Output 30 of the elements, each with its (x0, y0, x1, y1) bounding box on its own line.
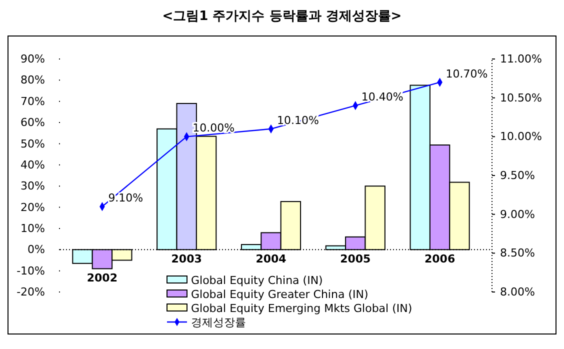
y-tick-label: 10% (20, 222, 45, 235)
legend-label: Global Equity China (IN) (191, 274, 323, 287)
y-tick-label: 60% (20, 116, 45, 130)
y-tick-label: 0% (28, 243, 45, 256)
legend-label: Global Equity Emerging Mkts Global (IN) (191, 302, 412, 315)
y-tick-label: 90% (20, 52, 45, 66)
x-tick-label: 2004 (256, 252, 287, 266)
y2-tick-label: 10.50% (500, 91, 542, 104)
x-tick-label: 2006 (424, 252, 456, 266)
x-tick-label: 2003 (171, 252, 202, 266)
legend-label: Global Equity Greater China (IN) (191, 288, 368, 301)
y-tick-label: 70% (20, 94, 45, 108)
data-label: 10.70% (446, 67, 488, 80)
y2-tick-label: 8.50% (500, 246, 535, 260)
x-tick-label: 2002 (86, 272, 118, 285)
y-tick-label: 50% (20, 137, 45, 150)
x-tick-label: 2005 (340, 252, 371, 266)
legend-label: 경제성장률 (191, 316, 246, 329)
y-tick-label: 30% (20, 180, 45, 193)
y-tick-label: -10% (16, 264, 45, 278)
y2-tick-label: 8.00% (500, 286, 535, 299)
y-tick-label: 20% (20, 200, 45, 214)
y2-tick-label: 9.50% (500, 169, 535, 182)
chart-title: <그림1 주가지수 등락률과 경제성장률> (162, 9, 402, 24)
y-tick-label: 80% (20, 74, 45, 87)
y2-tick-label: 10.00% (500, 130, 542, 144)
y2-tick-label: 11.00% (500, 52, 542, 66)
y-tick-label: 40% (20, 158, 45, 172)
y2-tick-label: 9.00% (500, 208, 535, 221)
y-tick-label: -20% (16, 286, 45, 299)
